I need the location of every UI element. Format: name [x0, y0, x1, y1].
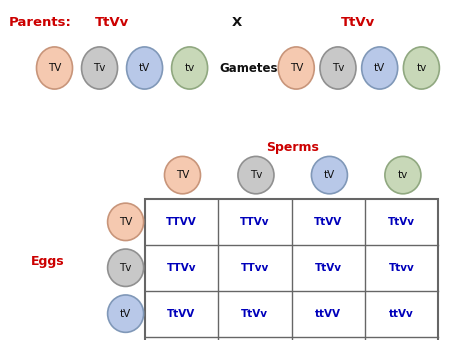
- Ellipse shape: [82, 47, 118, 89]
- Ellipse shape: [403, 47, 439, 89]
- Text: tv: tv: [416, 63, 427, 73]
- Ellipse shape: [362, 47, 398, 89]
- Ellipse shape: [385, 156, 421, 194]
- Ellipse shape: [108, 203, 144, 241]
- Ellipse shape: [108, 295, 144, 333]
- Text: TTVv: TTVv: [166, 263, 196, 273]
- Text: tV: tV: [120, 309, 131, 319]
- Text: TtVv: TtVv: [315, 263, 342, 273]
- Text: TtVv: TtVv: [341, 16, 375, 29]
- Ellipse shape: [238, 156, 274, 194]
- Text: TtVv: TtVv: [388, 217, 415, 227]
- Text: TV: TV: [48, 63, 61, 73]
- Ellipse shape: [127, 47, 163, 89]
- Text: tV: tV: [374, 63, 385, 73]
- Text: Eggs: Eggs: [31, 255, 64, 268]
- Ellipse shape: [278, 47, 314, 89]
- Text: TTvv: TTvv: [241, 263, 269, 273]
- Ellipse shape: [108, 249, 144, 286]
- Ellipse shape: [320, 47, 356, 89]
- Ellipse shape: [311, 156, 347, 194]
- Text: TTVv: TTVv: [240, 217, 270, 227]
- Text: Ttvv: Ttvv: [389, 263, 415, 273]
- Text: Tv: Tv: [93, 63, 106, 73]
- Bar: [145, 199, 438, 340]
- Text: ttVV: ttVV: [315, 309, 341, 319]
- Ellipse shape: [36, 47, 73, 89]
- Text: TV: TV: [290, 63, 303, 73]
- Text: TV: TV: [119, 217, 132, 227]
- Text: TtVv: TtVv: [95, 16, 129, 29]
- Text: tv: tv: [398, 170, 408, 180]
- Text: Sperms: Sperms: [266, 141, 319, 154]
- Text: ttVv: ttVv: [389, 309, 414, 319]
- Text: TtVV: TtVV: [167, 309, 195, 319]
- Text: Tv: Tv: [250, 170, 262, 180]
- Text: tV: tV: [324, 170, 335, 180]
- Text: Tv: Tv: [332, 63, 344, 73]
- Text: tV: tV: [139, 63, 150, 73]
- Text: TtVV: TtVV: [314, 217, 342, 227]
- Text: tv: tv: [184, 63, 195, 73]
- Text: Gametes: Gametes: [219, 62, 278, 74]
- Text: X: X: [232, 16, 242, 29]
- Text: TtVv: TtVv: [241, 309, 268, 319]
- Text: TV: TV: [176, 170, 189, 180]
- Text: Parents:: Parents:: [9, 16, 72, 29]
- Ellipse shape: [172, 47, 208, 89]
- Text: TTVV: TTVV: [166, 217, 197, 227]
- Ellipse shape: [164, 156, 201, 194]
- Text: Tv: Tv: [119, 263, 132, 273]
